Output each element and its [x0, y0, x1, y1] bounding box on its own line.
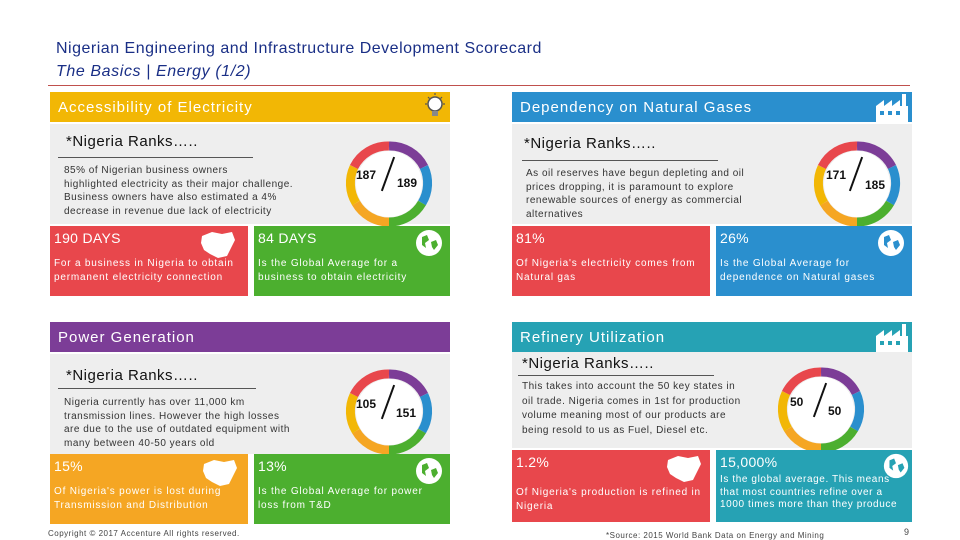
desc-line: decrease in revenue due lack of electric… — [64, 205, 272, 217]
accessibility-header: Accessibility of Electricity — [50, 92, 450, 122]
refinery-rank-total: 50 — [828, 404, 842, 418]
page-subtitle: The Basics | Energy (1/2) — [56, 63, 252, 80]
factory-icon — [876, 324, 908, 352]
source-note: *Source: 2015 World Bank Data on Energy … — [606, 531, 825, 540]
refinery-rank-value: 50 — [790, 395, 804, 409]
globe-icon — [416, 230, 442, 256]
lightbulb-icon — [425, 93, 445, 116]
accessibility-stat-global: 84 DAYS Is the Global Average for a busi… — [254, 226, 450, 296]
accessibility-rank-value: 187 — [356, 168, 377, 182]
desc-line: being resold to us as Fuel, Diesel etc. — [522, 424, 709, 436]
refinery-stat-global: 15,000% Is the global average. This mean… — [716, 450, 912, 522]
stat-value: 84 DAYS — [258, 230, 317, 246]
dependency-stat-nigeria: 81% Of Nigeria's electricity comes from … — [512, 226, 710, 296]
dependency-rank-total: 185 — [865, 178, 886, 192]
stat-value: 190 DAYS — [54, 230, 121, 246]
refinery-header: Refinery Utilization — [512, 322, 912, 352]
refinery-rank-rule — [518, 375, 714, 376]
power-rank-gauge — [345, 369, 433, 454]
power-rank-label: *Nigeria Ranks….. — [66, 367, 198, 384]
dependency-description: As oil reserves have begun depleting and… — [526, 167, 788, 221]
accessibility-rank-gauge — [345, 141, 433, 226]
title-divider — [48, 85, 910, 86]
refinery-heading: Refinery Utilization — [520, 328, 666, 346]
copyright-text: Copyright © 2017 Accenture All rights re… — [48, 529, 240, 538]
page-title: Nigerian Engineering and Infrastructure … — [56, 40, 542, 57]
dependency-rank-rule — [522, 160, 718, 161]
stat-value: 15,000% — [720, 454, 778, 470]
refinery-description: This takes into account the 50 key state… — [522, 380, 776, 438]
desc-line: As oil reserves have begun depleting and… — [526, 168, 745, 179]
desc-line: This takes into account the 50 key state… — [522, 381, 736, 392]
power-rank-total: 151 — [396, 406, 417, 420]
stat-caption: Is the Global Average for power loss fro… — [258, 486, 423, 511]
page-number: 9 — [904, 527, 910, 537]
accessibility-rank-rule — [58, 157, 253, 158]
desc-line: transmission lines. However the high los… — [64, 410, 280, 422]
desc-line: are due to the use of outdated equipment… — [64, 424, 290, 435]
nigeria-map-icon — [203, 460, 237, 486]
desc-line: many between 40-50 years old — [64, 437, 215, 449]
dependency-heading: Dependency on Natural Gases — [520, 98, 753, 116]
desc-line: Business owners have also estimated a 4% — [64, 192, 277, 203]
desc-line: highlighted electricity as their major c… — [64, 178, 294, 190]
power-heading: Power Generation — [58, 328, 195, 346]
dependency-rank-gauge — [813, 141, 901, 226]
accessibility-rank-total: 189 — [397, 176, 418, 190]
globe-icon — [883, 453, 909, 479]
desc-line: alternatives — [526, 208, 584, 220]
nigeria-map-icon — [667, 456, 701, 482]
accessibility-heading: Accessibility of Electricity — [58, 98, 253, 116]
stat-caption: Is the Global Average for dependence on … — [720, 258, 876, 283]
desc-line: oil trade. Nigeria comes in 1st for prod… — [522, 395, 741, 407]
desc-line: renewable sources of energy as commercia… — [526, 195, 743, 206]
factory-icon — [876, 94, 908, 122]
stat-caption: Is the global average. This means that m… — [720, 474, 898, 510]
stat-caption: Is the Global Average for a business to … — [258, 258, 408, 283]
refinery-rank-label: *Nigeria Ranks….. — [522, 355, 654, 372]
dependency-header: Dependency on Natural Gases — [512, 92, 912, 122]
globe-icon — [416, 458, 442, 484]
desc-line: Nigeria currently has over 11,000 km — [64, 397, 245, 408]
accessibility-rank-label: *Nigeria Ranks….. — [66, 133, 198, 150]
stat-value: 1.2% — [516, 454, 550, 470]
power-description: Nigeria currently has over 11,000 km tra… — [64, 396, 326, 450]
desc-line: prices dropping, it is paramount to expl… — [526, 181, 734, 193]
stat-value: 15% — [54, 458, 83, 474]
accessibility-description: 85% of Nigerian business owners highligh… — [64, 164, 326, 218]
refinery-rank-gauge — [777, 367, 865, 452]
stat-caption: Of Nigeria's production is refined in Ni… — [516, 487, 701, 512]
power-rank-value: 105 — [356, 397, 377, 411]
stat-value: 26% — [720, 230, 749, 246]
nigeria-map-icon — [201, 232, 235, 258]
stat-value: 13% — [258, 458, 287, 474]
power-header: Power Generation — [50, 322, 450, 352]
stat-value: 81% — [516, 230, 545, 246]
dependency-rank-label: *Nigeria Ranks….. — [524, 135, 656, 152]
power-rank-rule — [58, 388, 256, 389]
globe-icon — [878, 230, 904, 256]
stat-caption: Of Nigeria's electricity comes from Natu… — [516, 258, 696, 283]
stat-caption: Of Nigeria's power is lost during Transm… — [54, 486, 222, 511]
dependency-rank-value: 171 — [826, 168, 847, 182]
stat-caption: For a business in Nigeria to obtain perm… — [54, 258, 234, 283]
desc-line: volume meaning most of our products are — [522, 410, 727, 421]
desc-line: 85% of Nigerian business owners — [64, 165, 228, 176]
